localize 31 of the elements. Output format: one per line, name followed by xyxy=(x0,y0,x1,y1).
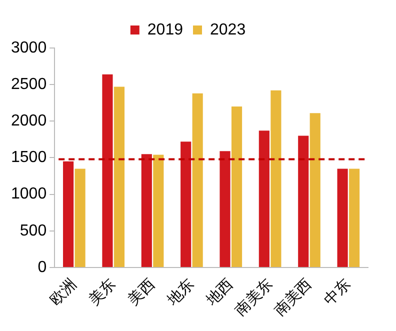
bar xyxy=(270,90,282,267)
y-tick-label: 2500 xyxy=(11,76,47,93)
legend-label: 2019 xyxy=(147,21,184,38)
y-tick-label: 3000 xyxy=(11,39,47,56)
bar xyxy=(258,130,270,267)
bar xyxy=(192,93,203,267)
y-tick-label: 1500 xyxy=(11,149,47,166)
bar xyxy=(153,154,164,267)
bar xyxy=(298,136,309,267)
x-tick-label: 南美西 xyxy=(271,276,315,320)
bar xyxy=(231,106,242,267)
bar xyxy=(310,113,320,267)
legend-label: 2023 xyxy=(210,21,246,38)
bar xyxy=(180,142,192,267)
x-tick-label: 美东 xyxy=(86,276,120,309)
y-tick-label: 1000 xyxy=(11,186,47,203)
x-tick-label: 欧洲 xyxy=(46,276,80,309)
bar xyxy=(337,168,348,267)
y-tick-label: 0 xyxy=(38,258,47,276)
x-tick-label: 地东 xyxy=(164,276,198,310)
x-tick-label: 美西 xyxy=(125,276,158,309)
bar xyxy=(349,168,360,267)
x-tick-label: 中东 xyxy=(320,276,354,309)
bar xyxy=(114,86,125,267)
bar xyxy=(220,151,230,267)
bar xyxy=(102,74,113,267)
y-tick-label: 500 xyxy=(20,222,47,240)
bar xyxy=(141,154,152,267)
bar xyxy=(74,168,86,267)
bar xyxy=(63,161,74,267)
y-tick-label: 2000 xyxy=(11,112,47,130)
